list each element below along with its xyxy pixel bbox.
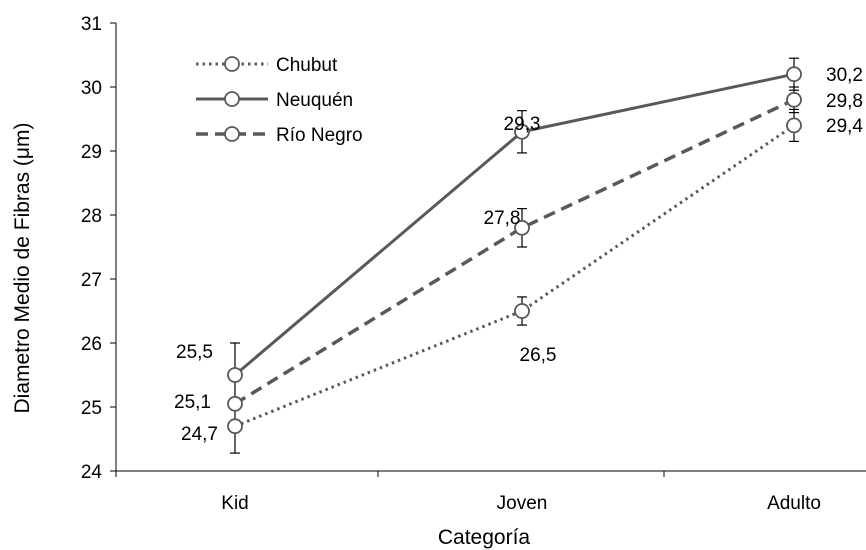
y-tick-label: 27: [81, 270, 102, 291]
data-label: 27,8: [484, 208, 521, 229]
y-axis-title: Diametro Medio de Fibras (μm): [11, 122, 34, 413]
y-tick-label: 30: [81, 78, 102, 99]
data-point: [227, 395, 243, 412]
legend: Chubut Neuquén Río Negro: [196, 55, 363, 146]
data-point: [514, 303, 530, 319]
y-tick-label: 26: [81, 334, 102, 355]
data-point: [514, 123, 530, 140]
data-label: 30,2: [826, 65, 863, 86]
data-label: 25,1: [174, 392, 211, 413]
legend-marker: [224, 91, 240, 107]
data-point: [786, 66, 802, 83]
series-line: [234, 98, 795, 406]
series-chubut: [227, 108, 802, 454]
y-tick-label: 31: [81, 14, 102, 35]
data-point: [227, 367, 243, 383]
series-río-negro: [227, 86, 802, 412]
data-point: [786, 117, 802, 134]
data-point: [786, 91, 802, 108]
data-label: 26,5: [520, 345, 557, 366]
y-tick-label: 28: [81, 206, 102, 227]
x-tick-label: Adulto: [767, 493, 821, 514]
x-axis-title: Categoría: [438, 526, 531, 549]
series-neuquén: [227, 57, 802, 408]
data-label: 25,5: [176, 342, 213, 363]
data-label: 24,7: [181, 424, 218, 445]
x-tick-label: Joven: [497, 493, 548, 514]
y-tick-label: 25: [81, 398, 102, 419]
data-label: 29,3: [504, 114, 541, 135]
legend-item: Neuquén: [196, 90, 353, 111]
legend-label: Chubut: [276, 55, 338, 76]
legend-label: Río Negro: [276, 125, 363, 146]
data-labels: 24,7 26,5 29,4 25,5 29,3 30,2 25,1 27,8 29,8: [174, 65, 863, 445]
legend-marker: [224, 56, 240, 72]
y-axis: 24 25 26 27 28 29 30 31: [81, 14, 117, 483]
legend-item: Río Negro: [196, 125, 363, 146]
legend-item: Chubut: [196, 55, 338, 76]
x-axis: Kid Joven Adulto: [115, 470, 866, 514]
data-point: [227, 418, 243, 435]
y-tick-label: 24: [81, 462, 103, 483]
data-point: [514, 219, 530, 236]
data-label: 29,4: [826, 116, 863, 137]
legend-marker: [224, 126, 240, 142]
legend-label: Neuquén: [276, 90, 353, 111]
series-line: [234, 124, 795, 428]
x-tick-label: Kid: [221, 493, 248, 514]
series-group: [227, 57, 802, 454]
data-label: 29,8: [826, 91, 863, 112]
y-tick-label: 29: [81, 142, 102, 163]
